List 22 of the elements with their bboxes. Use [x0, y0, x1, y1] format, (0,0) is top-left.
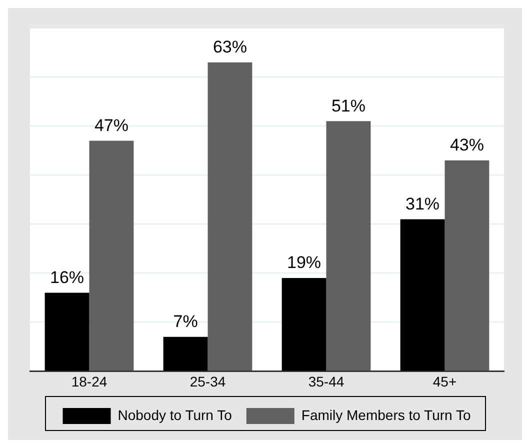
- data-label: 63%: [212, 38, 247, 57]
- data-label: 51%: [331, 96, 366, 116]
- x-tick-label: 25-34: [190, 373, 226, 390]
- bar: [282, 278, 326, 371]
- bar: [326, 121, 371, 371]
- bar: [208, 62, 252, 371]
- legend-label: Nobody to Turn To: [118, 406, 232, 423]
- legend-label: Family Members to Turn To: [301, 406, 471, 423]
- data-label: 47%: [94, 116, 128, 135]
- data-label: 16%: [50, 268, 84, 287]
- data-label: 31%: [406, 194, 440, 214]
- bar: [163, 336, 208, 371]
- bar: [444, 160, 490, 371]
- x-tick-label: 35-44: [308, 373, 344, 390]
- data-label: 43%: [450, 136, 484, 155]
- data-label: 19%: [287, 253, 322, 272]
- x-tick-label: 45+: [432, 373, 457, 390]
- bar: [44, 292, 90, 371]
- bar: [400, 219, 445, 371]
- data-label: 7%: [173, 312, 198, 332]
- bar: [89, 140, 134, 371]
- x-tick-label: 18-24: [71, 373, 108, 390]
